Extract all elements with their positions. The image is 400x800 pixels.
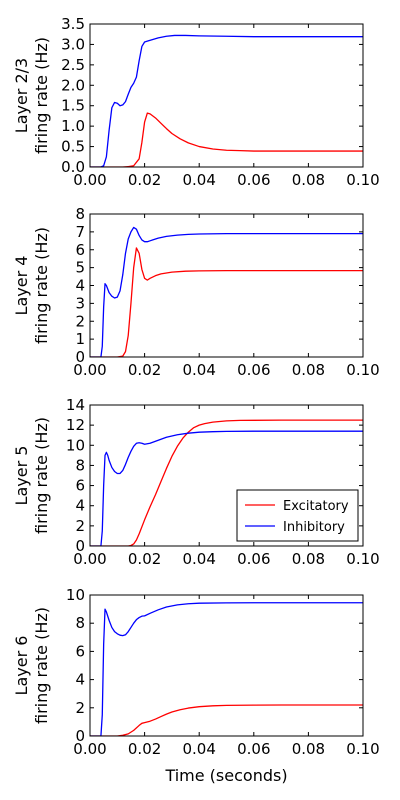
y-tick-label: 6 [75, 241, 85, 259]
y-axis-label: Layer 4 [12, 256, 31, 316]
plot-area [90, 214, 363, 357]
y-tick-label: 8 [75, 205, 85, 223]
y-axis-label: firing rate (Hz) [32, 227, 51, 344]
legend-label: Excitatory [283, 499, 349, 514]
y-tick-label: 10 [66, 586, 85, 604]
y-tick-label: 14 [66, 396, 85, 414]
x-tick-label: 0.02 [128, 740, 161, 758]
y-tick-label: 0 [75, 537, 85, 555]
y-tick-label: 3.5 [61, 15, 85, 33]
x-tick-label: 0.02 [128, 171, 161, 189]
x-tick-label: 0.08 [292, 361, 325, 379]
y-tick-label: 6 [75, 642, 85, 660]
y-tick-label: 8 [75, 456, 85, 474]
y-tick-label: 2 [75, 312, 85, 330]
y-tick-label: 7 [75, 223, 85, 241]
y-tick-label: 1.5 [61, 97, 85, 115]
y-tick-label: 4 [75, 277, 85, 295]
legend-label: Inhibitory [283, 520, 345, 535]
y-tick-label: 1 [75, 330, 85, 348]
x-tick-label: 0.06 [237, 550, 270, 568]
y-tick-label: 2 [75, 699, 85, 717]
y-tick-label: 0.0 [61, 158, 85, 176]
plot-area [90, 595, 363, 736]
x-tick-label: 0.10 [346, 550, 379, 568]
y-tick-label: 5 [75, 259, 85, 277]
y-tick-label: 3 [75, 294, 85, 312]
chart-panel-3: 0.00 0.02 0.04 0.06 0.08 0.1002468101214Layer… [12, 396, 380, 568]
y-tick-label: 0.5 [61, 138, 85, 156]
x-tick-label: 0.04 [182, 740, 215, 758]
x-axis-label: Time (seconds) [164, 766, 287, 785]
x-tick-label: 0.06 [237, 361, 270, 379]
y-tick-label: 4 [75, 497, 85, 515]
y-tick-label: 10 [66, 436, 85, 454]
y-axis-label: Layer 2/3 [12, 58, 31, 133]
y-tick-label: 6 [75, 477, 85, 495]
x-tick-label: 0.10 [346, 361, 379, 379]
legend: Excitatory Inhibitory [237, 490, 358, 541]
x-tick-label: 0.04 [182, 171, 215, 189]
y-axis-label: Layer 5 [12, 446, 31, 506]
plot-area [90, 24, 363, 167]
y-tick-label: 0 [75, 727, 85, 745]
y-axis-label: firing rate (Hz) [32, 607, 51, 724]
x-tick-label: 0.04 [182, 550, 215, 568]
y-tick-label: 1.0 [61, 117, 85, 135]
x-tick-label: 0.06 [237, 740, 270, 758]
x-tick-label: 0.08 [292, 171, 325, 189]
y-tick-label: 2.5 [61, 56, 85, 74]
x-tick-label: 0.02 [128, 550, 161, 568]
y-tick-label: 12 [66, 416, 85, 434]
y-tick-label: 4 [75, 671, 85, 689]
y-tick-label: 2 [75, 517, 85, 535]
x-tick-label: 0.10 [346, 171, 379, 189]
y-tick-label: 0 [75, 348, 85, 366]
y-axis-label: Layer 6 [12, 636, 31, 696]
x-tick-label: 0.08 [292, 550, 325, 568]
x-tick-label: 0.02 [128, 361, 161, 379]
x-tick-label: 0.04 [182, 361, 215, 379]
y-tick-label: 2.0 [61, 76, 85, 94]
y-axis-label: firing rate (Hz) [32, 37, 51, 154]
x-tick-label: 0.10 [346, 740, 379, 758]
chart-panel-1: 0.00 0.02 0.04 0.06 0.08 0.100.00.51.01.52.02… [12, 15, 380, 189]
y-axis-label: firing rate (Hz) [32, 417, 51, 534]
x-tick-label: 0.08 [292, 740, 325, 758]
y-tick-label: 8 [75, 614, 85, 632]
x-tick-label: 0.06 [237, 171, 270, 189]
y-tick-label: 3.0 [61, 35, 85, 53]
